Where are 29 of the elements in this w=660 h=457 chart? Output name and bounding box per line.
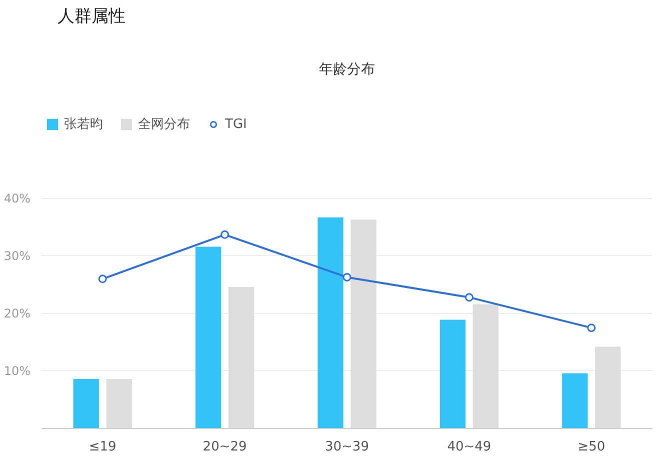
- bar: [350, 220, 376, 428]
- point: [342, 272, 352, 282]
- bar: [595, 346, 621, 428]
- bar: [472, 304, 499, 428]
- legend-label: 张若昀: [64, 116, 103, 133]
- point: [587, 324, 596, 332]
- y-tick-label: 30%: [4, 248, 30, 263]
- text: 人群属性: [58, 6, 126, 27]
- bar: [228, 286, 254, 428]
- legend-label: TGI: [225, 116, 247, 132]
- y-tick-label: 40%: [4, 191, 30, 206]
- point: [98, 274, 107, 284]
- y-tick-label: 20%: [4, 306, 30, 320]
- bar: [106, 379, 132, 428]
- x-tick-label: ≤19: [88, 440, 116, 454]
- bar: [318, 217, 344, 428]
- y-tick-label: 10%: [4, 364, 30, 378]
- legend-label: 全网分布: [138, 116, 190, 133]
- x-tick-label: 30~39: [325, 440, 369, 454]
- bar: [440, 320, 466, 428]
- bar: [73, 379, 99, 428]
- x-tick-label: 40~49: [447, 440, 492, 454]
- point: [220, 230, 230, 239]
- point: [464, 293, 474, 302]
- bar: [562, 373, 588, 428]
- chart-title: 年龄分布: [319, 62, 375, 78]
- bar: [195, 246, 222, 428]
- x-tick-label: ≥50: [578, 440, 606, 454]
- x-tick-label: 20~29: [202, 440, 247, 454]
